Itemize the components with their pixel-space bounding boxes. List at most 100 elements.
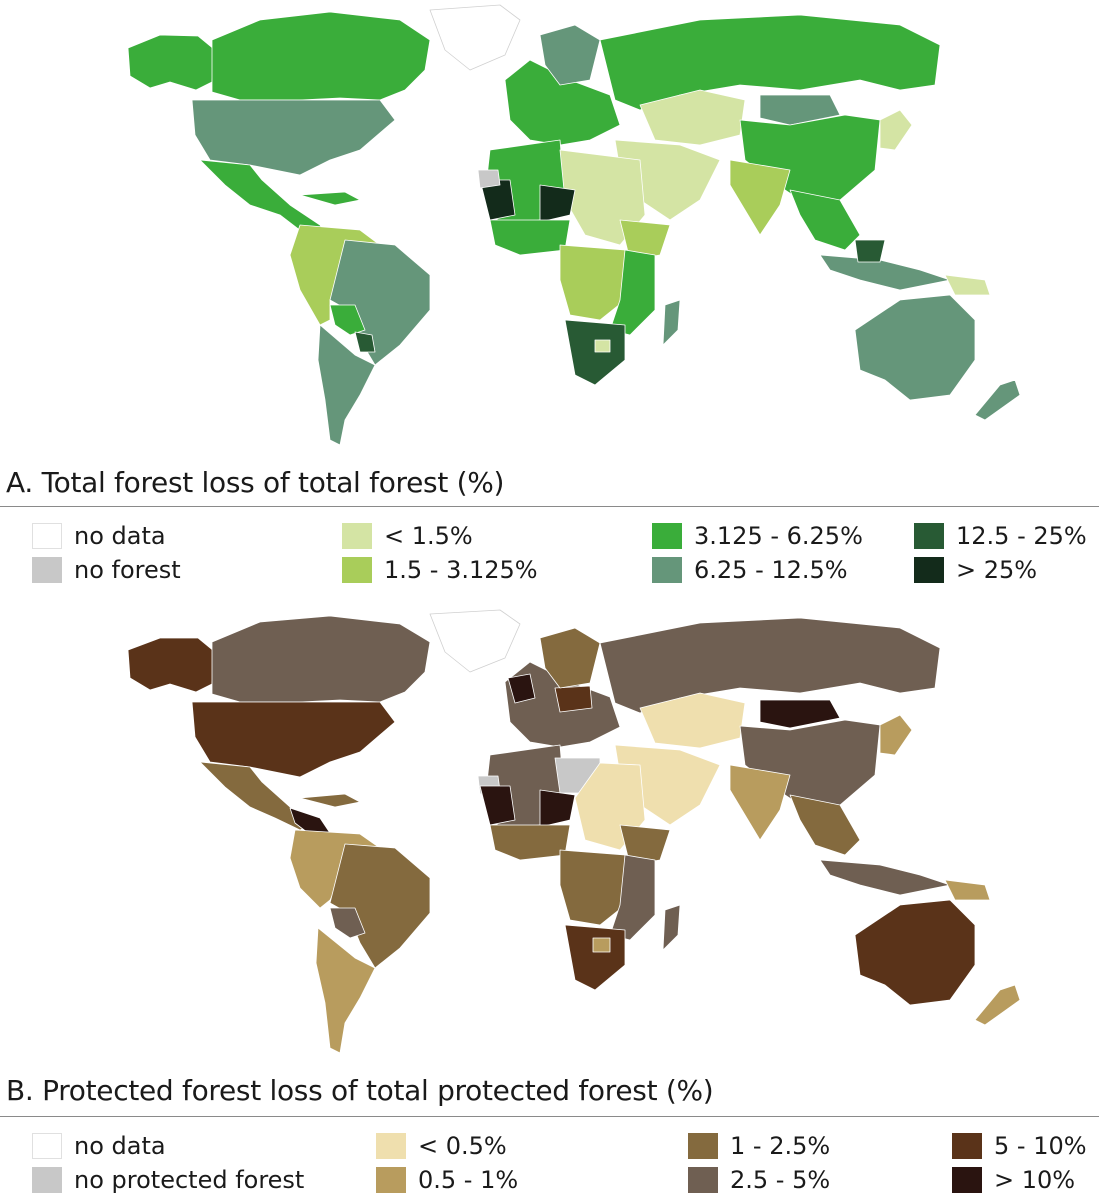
region-central-asia bbox=[639, 692, 746, 749]
legend-b-item-0-5-1: 0.5 - 1% bbox=[376, 1164, 518, 1196]
legend-b-item-1-2-5: 1 - 2.5% bbox=[688, 1130, 830, 1162]
legend-b-item-5-10: 5 - 10% bbox=[952, 1130, 1087, 1162]
panel-b-legend: no data no protected forest < 0.5% 0.5 -… bbox=[0, 1128, 1099, 1198]
legend-a-label-6-25-12-5: 6.25 - 12.5% bbox=[694, 556, 848, 584]
region-horn-of-africa bbox=[619, 219, 671, 261]
legend-a-label-no-forest: no forest bbox=[74, 556, 181, 584]
region-niger bbox=[539, 184, 576, 223]
legend-b-label-lt-0-5: < 0.5% bbox=[418, 1132, 507, 1160]
region-japan bbox=[879, 714, 913, 756]
region-central-africa bbox=[559, 849, 626, 926]
region-canada bbox=[211, 11, 431, 101]
legend-a-swatch-3-125-6-25 bbox=[652, 523, 682, 549]
legend-b-item-no-protected-forest: no protected forest bbox=[32, 1164, 304, 1196]
legend-b-swatch-2-5-5 bbox=[688, 1167, 718, 1193]
legend-b-swatch-no-protected-forest bbox=[32, 1167, 62, 1193]
region-greenland bbox=[429, 4, 521, 71]
legend-a-swatch-lt-1-5 bbox=[342, 523, 372, 549]
region-southern-cone bbox=[317, 324, 376, 446]
region-australia bbox=[854, 899, 976, 1006]
legend-a-label-gt-25: > 25% bbox=[956, 556, 1038, 584]
region-paraguay bbox=[354, 331, 376, 353]
legend-b-label-2-5-5: 2.5 - 5% bbox=[730, 1166, 831, 1194]
region-indonesia bbox=[819, 859, 951, 896]
region-west-africa bbox=[489, 219, 571, 256]
legend-a-swatch-1-5-3-125 bbox=[342, 557, 372, 583]
panel-a-divider bbox=[0, 506, 1099, 507]
legend-b-swatch-lt-0-5 bbox=[376, 1133, 406, 1159]
legend-b-label-no-data: no data bbox=[74, 1132, 166, 1160]
region-southern-cone bbox=[315, 927, 376, 1054]
panel-b-title: B. Protected forest loss of total protec… bbox=[6, 1074, 714, 1107]
legend-a-item-no-forest: no forest bbox=[32, 554, 181, 586]
region-niger bbox=[539, 789, 576, 828]
region-papua bbox=[944, 274, 991, 296]
legend-b-item-lt-0-5: < 0.5% bbox=[376, 1130, 507, 1162]
region-indonesia bbox=[819, 254, 951, 291]
legend-b-label-1-2-5: 1 - 2.5% bbox=[730, 1132, 831, 1160]
legend-a-item-12-5-25: 12.5 - 25% bbox=[914, 520, 1087, 552]
legend-b-item-gt-10: > 10% bbox=[952, 1164, 1075, 1196]
region-mongolia bbox=[759, 699, 841, 729]
legend-b-swatch-gt-10 bbox=[952, 1167, 982, 1193]
region-alaska bbox=[127, 34, 216, 91]
map-a-total-forest-loss bbox=[127, 4, 1021, 446]
panel-a-legend: no data no forest < 1.5% 1.5 - 3.125% 3.… bbox=[0, 518, 1099, 588]
legend-b-label-5-10: 5 - 10% bbox=[994, 1132, 1087, 1160]
region-caribbean bbox=[299, 191, 361, 206]
legend-a-label-3-125-6-25: 3.125 - 6.25% bbox=[694, 522, 863, 550]
legend-b-label-gt-10: > 10% bbox=[994, 1166, 1076, 1194]
map-b-protected-forest-loss bbox=[127, 609, 1021, 1054]
region-canada bbox=[211, 615, 431, 703]
legend-b-label-no-protected-forest: no protected forest bbox=[74, 1166, 305, 1194]
region-russia bbox=[599, 617, 941, 714]
legend-b-swatch-5-10 bbox=[952, 1133, 982, 1159]
legend-a-swatch-no-data bbox=[32, 523, 62, 549]
legend-a-label-12-5-25: 12.5 - 25% bbox=[956, 522, 1087, 550]
region-usa bbox=[191, 701, 396, 778]
region-east-africa bbox=[609, 854, 656, 941]
region-india bbox=[729, 159, 791, 236]
legend-a-item-no-data: no data bbox=[32, 520, 166, 552]
legend-a-item-3-125-6-25: 3.125 - 6.25% bbox=[652, 520, 863, 552]
region-central-europe bbox=[554, 685, 593, 713]
region-scandinavia bbox=[539, 627, 601, 689]
region-scandinavia bbox=[539, 24, 601, 86]
legend-a-swatch-12-5-25 bbox=[914, 523, 944, 549]
panel-a-title: A. Total forest loss of total forest (%) bbox=[6, 466, 505, 499]
region-southeast-asia bbox=[789, 189, 861, 251]
region-new-zealand bbox=[974, 984, 1021, 1026]
region-india bbox=[729, 764, 791, 841]
region-new-zealand bbox=[974, 379, 1021, 421]
region-borneo bbox=[854, 239, 886, 263]
region-papua bbox=[944, 879, 991, 901]
legend-a-item-6-25-12-5: 6.25 - 12.5% bbox=[652, 554, 848, 586]
legend-b-item-2-5-5: 2.5 - 5% bbox=[688, 1164, 830, 1196]
legend-b-swatch-0-5-1 bbox=[376, 1167, 406, 1193]
region-west-africa bbox=[489, 824, 571, 861]
region-bolivia bbox=[329, 907, 366, 939]
region-japan bbox=[879, 109, 913, 151]
region-mauritania bbox=[479, 785, 516, 826]
region-horn-of-africa bbox=[619, 824, 671, 866]
legend-a-swatch-6-25-12-5 bbox=[652, 557, 682, 583]
region-australia bbox=[854, 294, 976, 401]
region-alaska bbox=[127, 637, 216, 693]
region-madagascar bbox=[662, 904, 681, 951]
region-southeast-asia bbox=[789, 794, 861, 856]
region-lesotho bbox=[594, 339, 611, 353]
region-mauritania bbox=[479, 179, 516, 221]
region-central-africa bbox=[559, 244, 626, 321]
region-southern-africa bbox=[564, 319, 626, 386]
region-central-asia bbox=[639, 89, 746, 146]
legend-a-item-gt-25: > 25% bbox=[914, 554, 1037, 586]
region-usa bbox=[191, 99, 396, 176]
legend-b-item-no-data: no data bbox=[32, 1130, 166, 1162]
legend-a-label-1-5-3-125: 1.5 - 3.125% bbox=[384, 556, 538, 584]
legend-a-label-lt-1-5: < 1.5% bbox=[384, 522, 473, 550]
region-lesotho bbox=[592, 937, 611, 953]
region-madagascar bbox=[662, 299, 681, 346]
region-greenland bbox=[429, 609, 521, 673]
region-southern-africa bbox=[564, 924, 626, 991]
region-western-sahara bbox=[477, 169, 501, 189]
